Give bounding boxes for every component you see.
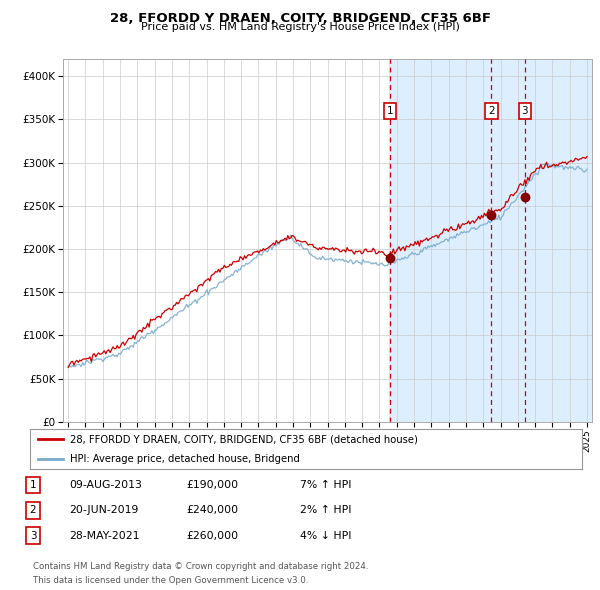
Text: £260,000: £260,000 — [186, 531, 238, 540]
Text: 09-AUG-2013: 09-AUG-2013 — [69, 480, 142, 490]
Text: 3: 3 — [521, 106, 528, 116]
Point — [520, 192, 530, 202]
Text: 3: 3 — [29, 531, 37, 540]
Text: 2% ↑ HPI: 2% ↑ HPI — [300, 506, 352, 515]
Text: 1: 1 — [29, 480, 37, 490]
Text: 4% ↓ HPI: 4% ↓ HPI — [300, 531, 352, 540]
Text: 2: 2 — [488, 106, 494, 116]
Text: 2: 2 — [29, 506, 37, 515]
Bar — [389, 59, 600, 422]
Text: This data is licensed under the Open Government Licence v3.0.: This data is licensed under the Open Gov… — [33, 576, 308, 585]
Point — [385, 253, 395, 263]
Text: 28-MAY-2021: 28-MAY-2021 — [69, 531, 139, 540]
Text: 28, FFORDD Y DRAEN, COITY, BRIDGEND, CF35 6BF (detached house): 28, FFORDD Y DRAEN, COITY, BRIDGEND, CF3… — [70, 434, 418, 444]
Point — [487, 210, 496, 219]
Text: 1: 1 — [386, 106, 393, 116]
Text: Contains HM Land Registry data © Crown copyright and database right 2024.: Contains HM Land Registry data © Crown c… — [33, 562, 368, 571]
Text: 20-JUN-2019: 20-JUN-2019 — [69, 506, 139, 515]
Text: Price paid vs. HM Land Registry's House Price Index (HPI): Price paid vs. HM Land Registry's House … — [140, 22, 460, 32]
Text: £190,000: £190,000 — [186, 480, 238, 490]
Text: HPI: Average price, detached house, Bridgend: HPI: Average price, detached house, Brid… — [70, 454, 299, 464]
Text: 28, FFORDD Y DRAEN, COITY, BRIDGEND, CF35 6BF: 28, FFORDD Y DRAEN, COITY, BRIDGEND, CF3… — [110, 12, 491, 25]
Text: £240,000: £240,000 — [186, 506, 238, 515]
Text: 7% ↑ HPI: 7% ↑ HPI — [300, 480, 352, 490]
